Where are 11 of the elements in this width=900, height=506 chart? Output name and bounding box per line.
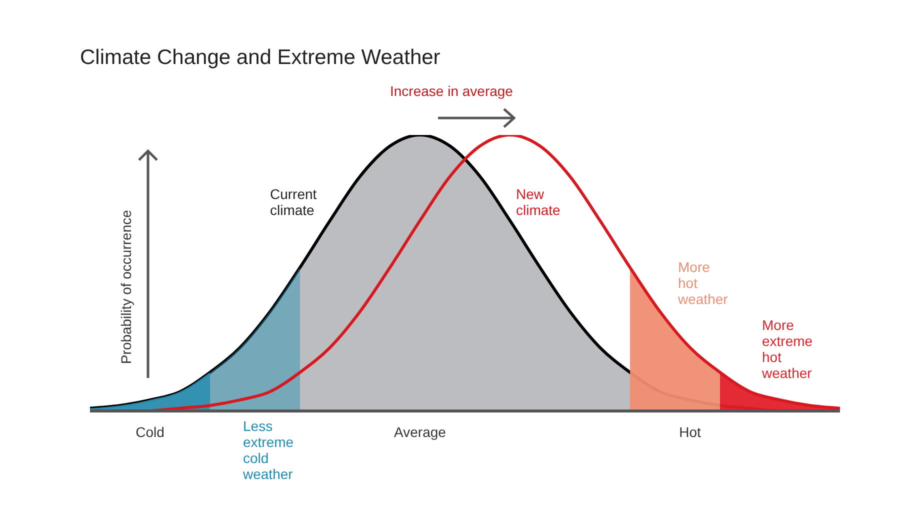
series-label: New climate bbox=[516, 186, 562, 218]
text: Increase in average bbox=[390, 83, 513, 99]
x-tick-label: Average bbox=[394, 424, 446, 440]
series-label: More extreme hot weather bbox=[762, 317, 814, 381]
series-label: Current climate bbox=[270, 186, 318, 218]
x-tick-label: Cold bbox=[136, 424, 164, 440]
x-tick-label: Hot bbox=[679, 424, 701, 440]
series-label: More hot weather bbox=[678, 259, 728, 307]
y-axis-title: Probability of occurrence bbox=[118, 208, 134, 366]
chart-title: Climate Change and Extreme Weather bbox=[80, 46, 440, 70]
series-label: Less extreme cold weather bbox=[243, 418, 295, 482]
